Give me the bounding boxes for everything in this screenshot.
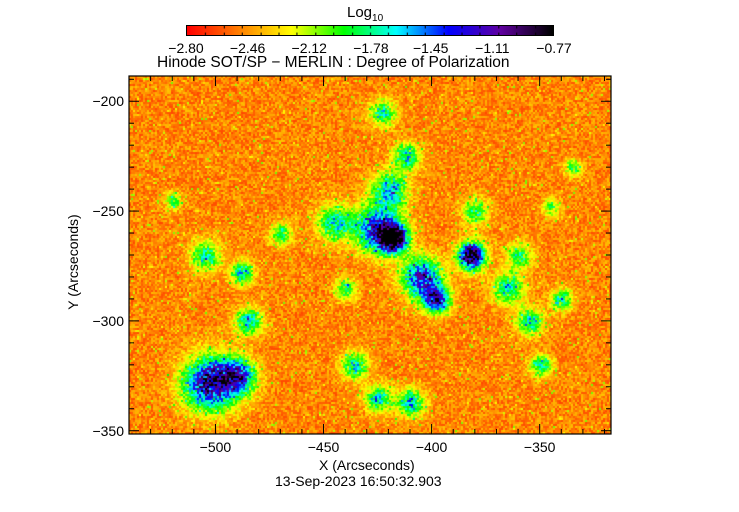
colorbar-tick-label: −1.11 bbox=[475, 40, 510, 56]
x-axis-label: X (Arcseconds) bbox=[319, 457, 415, 473]
x-tick-label: −350 bbox=[523, 439, 556, 455]
colorbar-tick-label: −1.45 bbox=[413, 40, 449, 56]
colorbar-tick-label: −0.77 bbox=[536, 40, 572, 56]
x-tick-label: −450 bbox=[307, 439, 340, 455]
colorbar-tick-label: −1.78 bbox=[353, 40, 389, 56]
chart-title: Hinode SOT/SP − MERLIN : Degree of Polar… bbox=[157, 54, 510, 71]
y-tick-label: −250 bbox=[92, 203, 124, 220]
y-tick-label: −300 bbox=[92, 312, 124, 329]
plot-frame bbox=[128, 75, 612, 435]
colorbar-tick-label: −2.46 bbox=[229, 40, 266, 56]
y-tick-label: −350 bbox=[92, 422, 124, 439]
polarization-map bbox=[129, 76, 611, 434]
colorbar-tick-label: −2.80 bbox=[168, 40, 204, 56]
y-axis-label: Y (Arcseconds) bbox=[65, 214, 81, 310]
colorbar bbox=[186, 25, 554, 36]
y-tick-label: −200 bbox=[92, 93, 124, 110]
colorbar-tick-label: −2.12 bbox=[291, 40, 327, 56]
timestamp: 13-Sep-2023 16:50:32.903 bbox=[275, 473, 442, 489]
colorbar-label: Log10 bbox=[347, 4, 384, 24]
x-tick-label: −400 bbox=[415, 439, 448, 455]
x-tick-label: −500 bbox=[199, 439, 232, 455]
